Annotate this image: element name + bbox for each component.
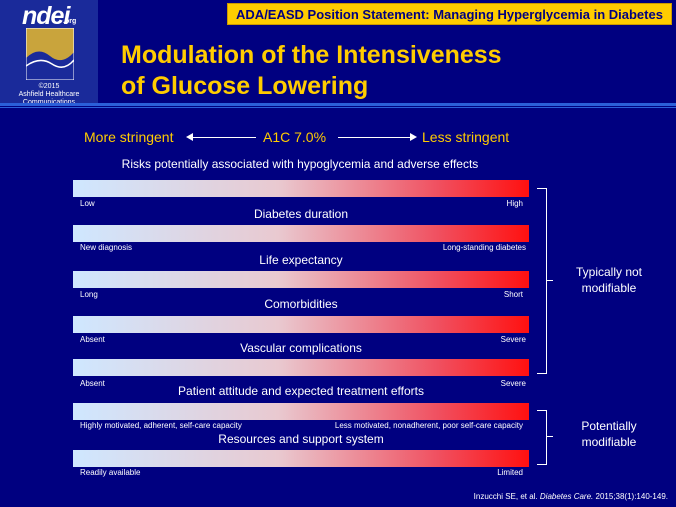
bar-low-label: Highly motivated, adherent, self-care ca… [80,421,242,430]
logo-company-2: Communications [0,99,98,107]
category-life-expectancy: Life expectancy [259,253,343,267]
not-modifiable-label: Typically not modifiable [559,264,659,296]
arrow-right-icon [410,133,417,141]
gradient-bar-patient-attitude [73,403,529,420]
bar-low-label: Low [80,199,95,208]
divider-thin [0,107,676,108]
gradient-bar-resources-support [73,450,529,467]
logo-company: Ashfield Healthcare [18,91,80,98]
logo-name: ndei [22,2,70,30]
category-diabetes-duration: Diabetes duration [253,207,349,221]
logo-graphic-icon [26,28,74,80]
bracket-modifiable [537,410,547,465]
bracket-tip [547,436,553,437]
scale-center-label: A1C 7.0% [263,129,327,145]
bracket-not-modifiable [537,188,547,374]
title-line-1: Modulation of the Intensiveness [121,41,502,69]
citation: Inzucchi SE, et al. Diabetes Care. 2015;… [474,492,668,501]
title-line-2: of Glucose Lowering [121,72,369,100]
scale-right-label: Less stringent [422,129,510,145]
not-modifiable-line-1: Typically not [575,265,643,279]
logo-suffix: .org [63,18,77,25]
bar-high-label: Limited [497,468,523,477]
stringency-scale: More stringent A1C 7.0% Less stringent [0,129,676,147]
scale-line-right [338,137,410,138]
not-modifiable-line-2: modifiable [581,281,637,295]
bar-low-label: Absent [80,335,105,344]
category-resources-support: Resources and support system [218,432,384,446]
gradient-bar-diabetes-duration [73,225,529,242]
divider [0,103,676,106]
bar-high-label: Severe [500,379,526,388]
citation-authors: Inzucchi SE, et al. [473,492,538,501]
bar-low-label: Absent [80,379,105,388]
modifiable-label: Potentially modifiable [559,418,659,450]
gradient-bar-comorbidities [73,316,529,333]
scale-line-left [192,137,256,138]
bracket-tip [547,280,553,281]
risk-label: Risks potentially associated with hypogl… [121,157,479,171]
arrow-left-icon [186,133,193,141]
logo-copyright: ©2015 [38,83,60,90]
category-comorbidities: Comorbidities [264,297,338,311]
header-banner: ADA/EASD Position Statement: Managing Hy… [227,3,672,25]
category-vascular-complications: Vascular complications [240,341,362,355]
bar-high-label: Short [503,290,523,299]
bar-high-label: Severe [500,335,526,344]
ndei-logo: ndei .org ©2015 Ashfield Healthcare Comm… [0,0,98,107]
bar-high-label: Less motivated, nonadherent, poor self-c… [334,421,523,430]
bar-high-label: Long-standing diabetes [442,243,526,252]
gradient-bar-life-expectancy [73,271,529,288]
scale-left-label: More stringent [84,129,174,145]
citation-ref: 2015;38(1):140-149. [595,492,669,501]
bar-low-label: Long [80,290,98,299]
risk-gradient-bar [73,180,529,197]
page-title: Modulation of the Intensiveness of Gluco… [121,40,641,102]
modifiable-line-1: Potentially [581,419,637,433]
citation-journal: Diabetes Care. [539,492,594,501]
gradient-bar-vascular-complications [73,359,529,376]
modifiable-line-2: modifiable [581,435,637,449]
bar-low-label: Readily available [80,468,141,477]
bar-low-label: New diagnosis [80,243,133,252]
category-patient-attitude: Patient attitude and expected treatment … [178,384,424,398]
bar-high-label: High [506,199,523,208]
